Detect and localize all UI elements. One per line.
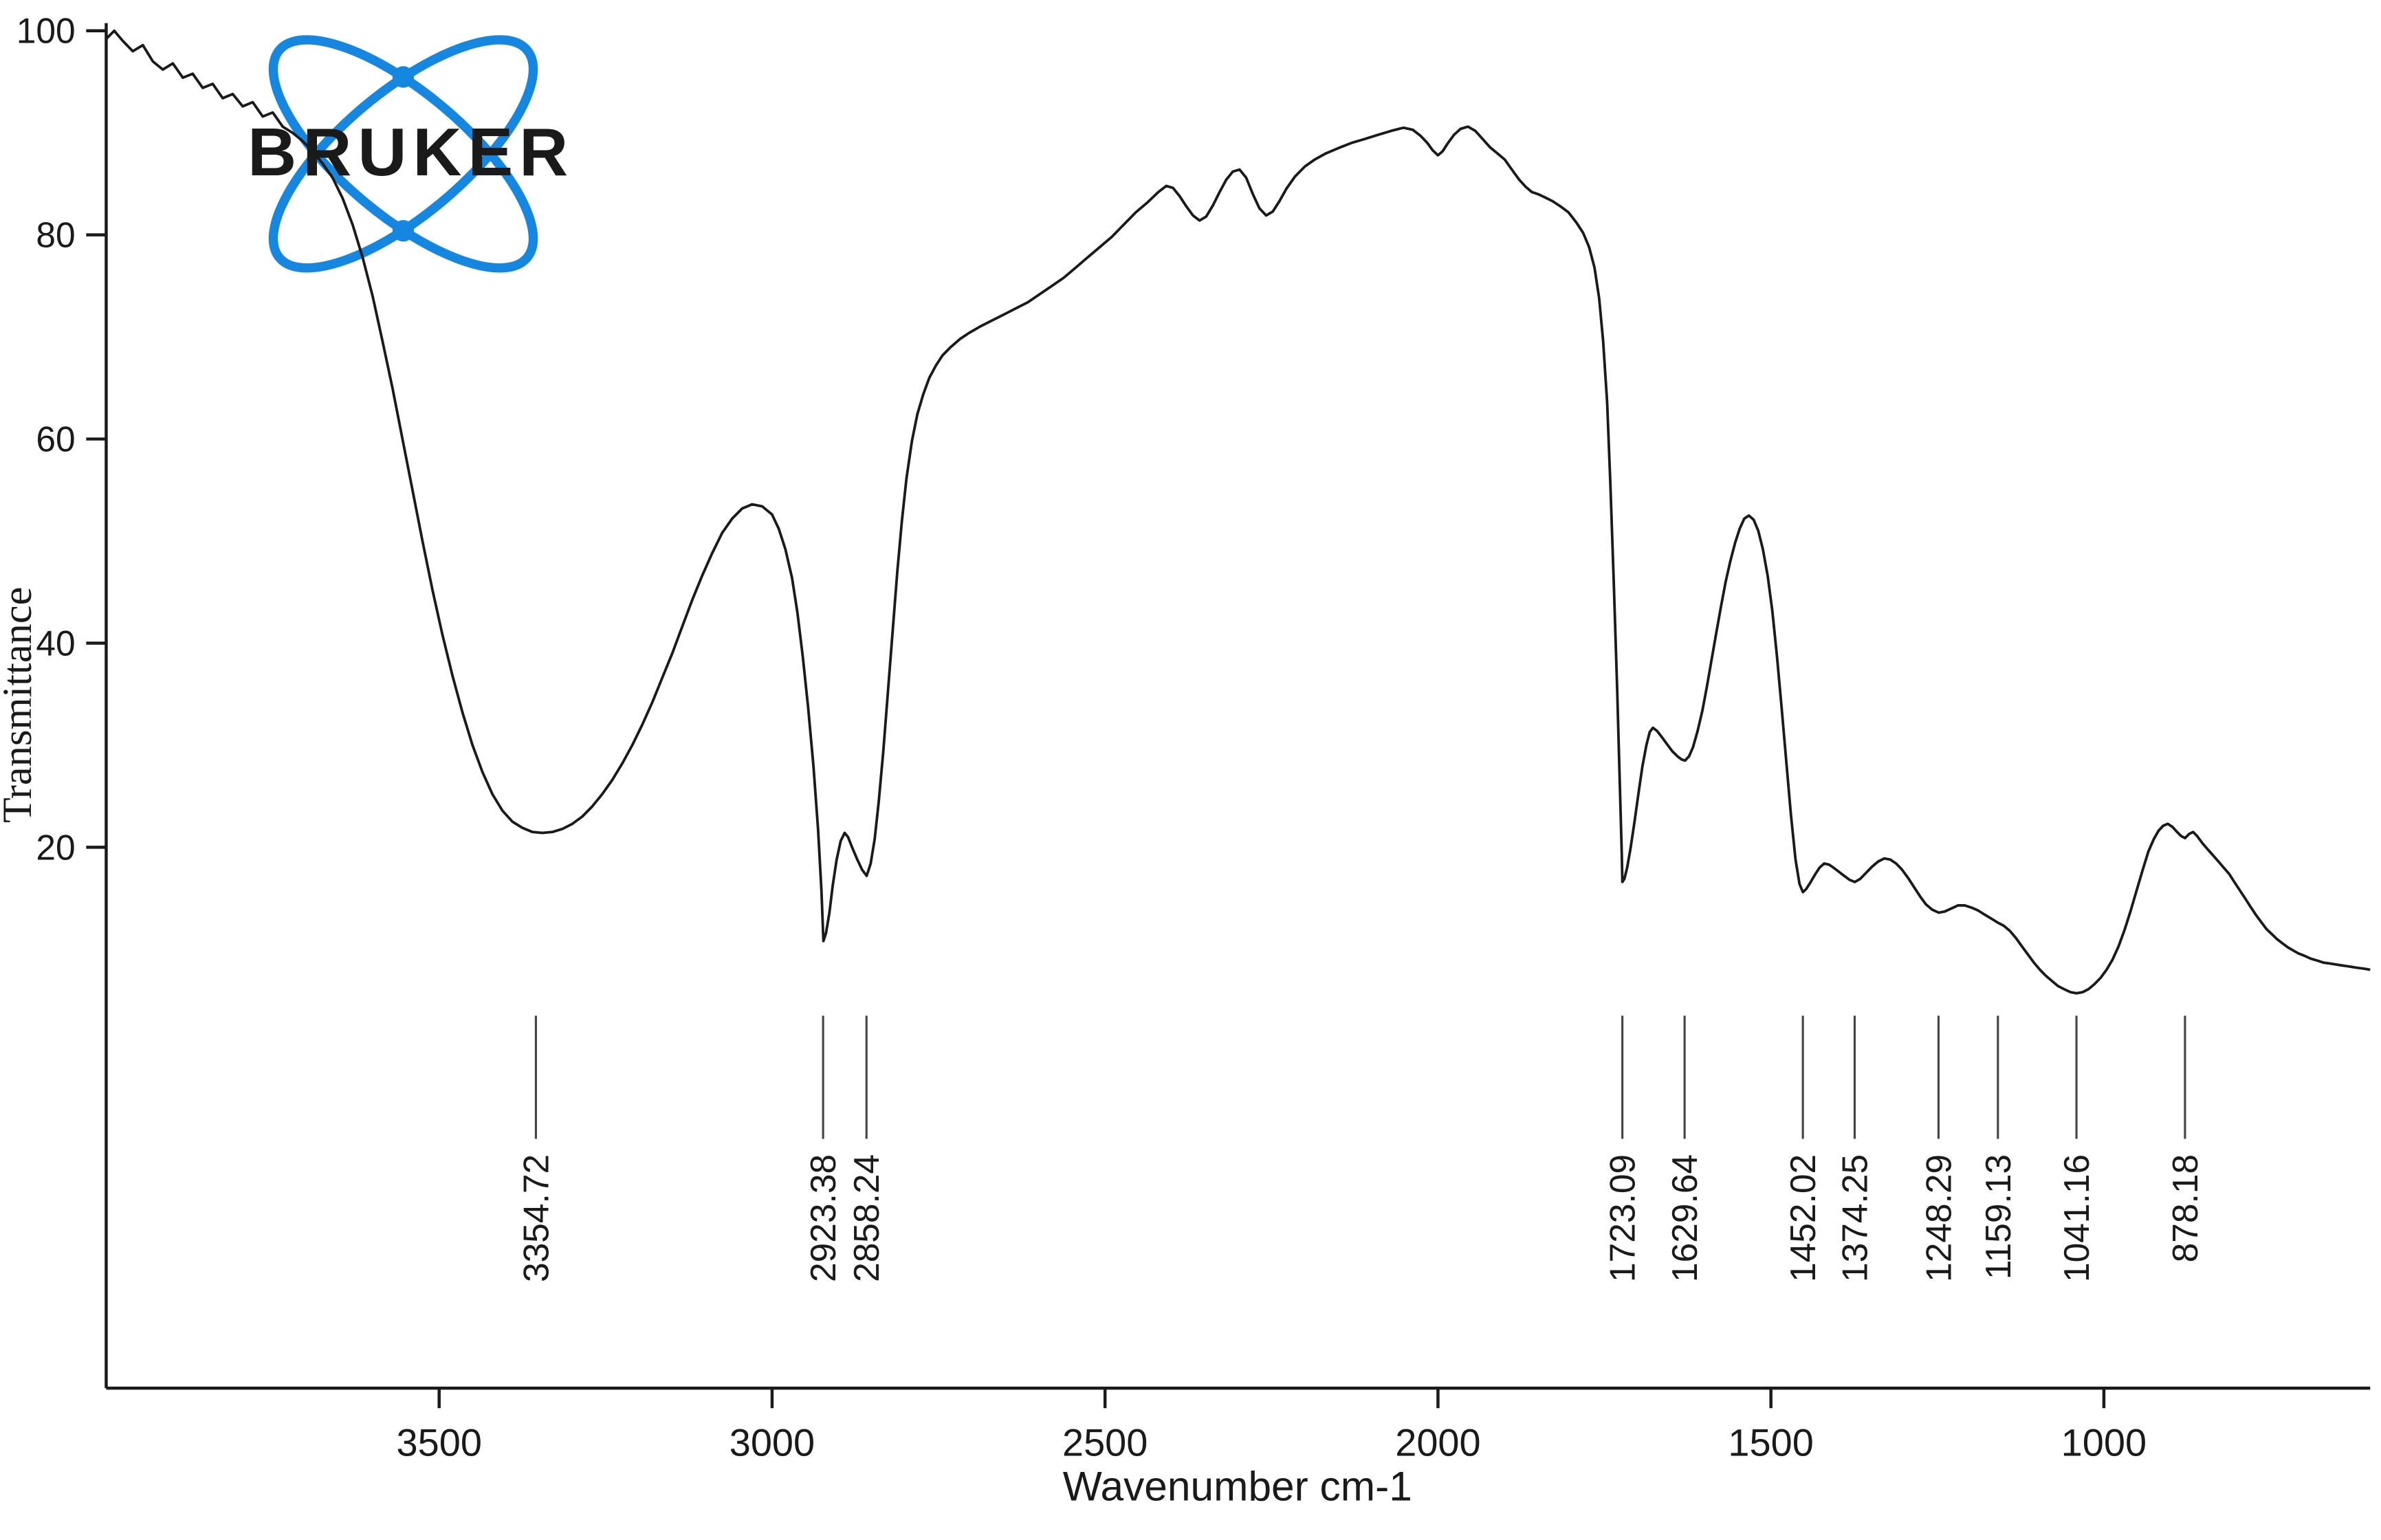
bruker-logo: BRUKER — [248, 35, 574, 273]
x-tick-label: 3000 — [729, 1421, 815, 1464]
x-tick-label: 2000 — [1395, 1421, 1480, 1464]
y-tick-label: 80 — [36, 215, 75, 255]
y-tick-label: 60 — [36, 419, 75, 459]
x-tick-label: 2500 — [1062, 1421, 1148, 1464]
peak-wavenumber-label: 1374.25 — [1834, 1154, 1874, 1282]
peak-wavenumber-label: 1723.09 — [1603, 1154, 1643, 1282]
y-tick-label: 100 — [17, 11, 76, 51]
x-tick-label: 3500 — [396, 1421, 481, 1464]
peak-wavenumber-label: 878.18 — [2165, 1154, 2205, 1262]
y-axis-title: Transmittance — [0, 586, 41, 822]
x-axis-title: Wavenumber cm-1 — [1063, 1463, 1412, 1510]
spectrum-curve — [105, 29, 2371, 995]
x-tick-label: 1000 — [2061, 1421, 2147, 1464]
bruker-logo-text: BRUKER — [248, 114, 574, 190]
peak-wavenumber-label: 1248.29 — [1918, 1154, 1958, 1282]
peak-wavenumber-label: 2923.38 — [803, 1154, 843, 1282]
x-tick-label: 1500 — [1728, 1421, 1813, 1464]
peak-wavenumber-label: 3354.72 — [516, 1154, 556, 1282]
peak-wavenumber-label: 1159.13 — [1978, 1154, 2018, 1279]
peak-wavenumber-label: 1629.64 — [1665, 1154, 1704, 1282]
axes — [105, 23, 2371, 1390]
y-tick-label: 20 — [36, 827, 75, 867]
peak-wavenumber-label: 2858.24 — [846, 1154, 886, 1282]
peak-wavenumber-label: 1452.02 — [1783, 1154, 1823, 1282]
plot-area: 3500 3000 2500 2000 1500 1000 20 40 60 80 100 3354.… — [17, 11, 2371, 1464]
y-tick-label: 40 — [36, 623, 75, 663]
peak-wavenumber-label: 1041.16 — [2056, 1154, 2096, 1282]
bruker-atom-icon — [268, 35, 538, 273]
